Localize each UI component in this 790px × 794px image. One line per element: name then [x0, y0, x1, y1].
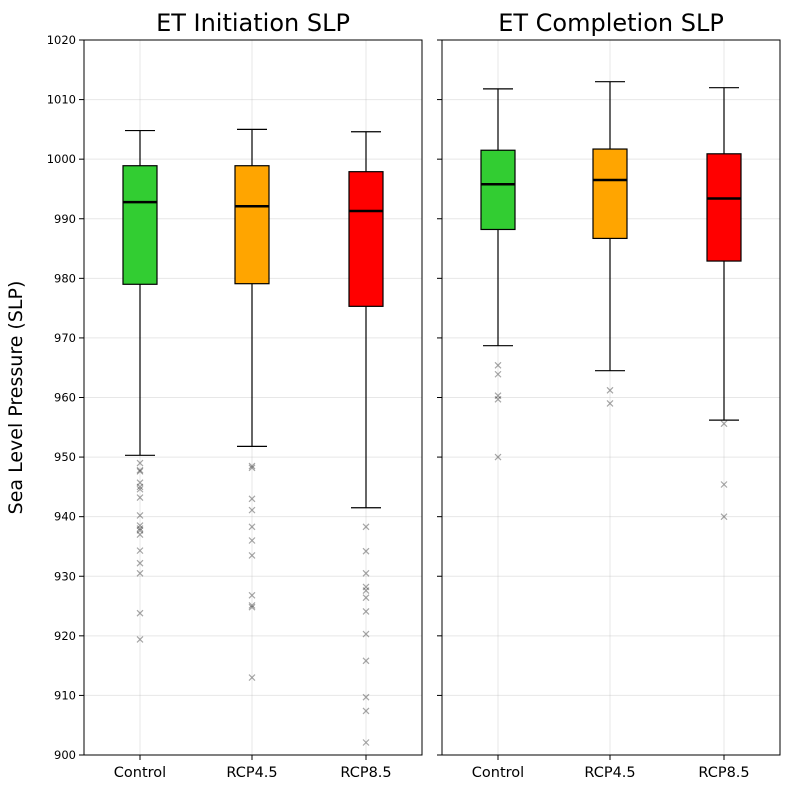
- panel-1-rcp85-flier: [362, 707, 370, 715]
- ytick-label: 990: [54, 212, 76, 226]
- panel-2-title: ET Completion SLP: [498, 9, 724, 37]
- panel-1-rcp45-flier: [248, 495, 256, 503]
- panel-1-control-flier: [136, 547, 144, 555]
- panel-1-rcp85-flier: [362, 739, 370, 746]
- panel-1-control-flier: [136, 483, 144, 491]
- panel-1-rcp85-flier: [362, 630, 370, 638]
- panel-1-xtick-label: RCP4.5: [226, 765, 277, 781]
- panel-2-control-flier: [494, 392, 502, 400]
- panel-1-rcp85-flier: [362, 547, 370, 555]
- panel-1-rcp85-flier: [362, 583, 370, 591]
- panel-1-rcp85-flier: [362, 523, 370, 531]
- panel-1-control-flier: [136, 467, 144, 475]
- panel-2-xtick-label: RCP8.5: [698, 765, 749, 781]
- panel-1-control-flier: [136, 531, 144, 538]
- panel-1-rcp45-flier: [248, 674, 256, 681]
- panel-1-rcp85-flier: [362, 693, 370, 701]
- ytick-label: 960: [54, 391, 76, 405]
- y-axis-label: Sea Level Pressure (SLP): [5, 281, 27, 515]
- panel-1-rcp45-flier: [248, 602, 256, 609]
- panel-1-rcp45-flier: [248, 506, 256, 514]
- panel-1-rcp85-flier: [362, 607, 370, 615]
- ytick-label: 1020: [47, 33, 76, 47]
- panel-1-control-flier: [136, 525, 144, 533]
- panel-1-control-flier: [136, 526, 144, 534]
- panel-2-rcp85-box: [706, 153, 742, 262]
- panel-1-control-flier: [136, 466, 144, 474]
- panel-2-control-flier: [494, 453, 502, 461]
- panel-2-xtick-label: RCP4.5: [584, 765, 635, 781]
- panel-1-rcp45-flier: [248, 551, 256, 559]
- panel-1-rcp45-flier: [248, 523, 256, 531]
- ytick-label: 1000: [47, 152, 76, 166]
- panel-2-xtick-label: Control: [472, 765, 524, 781]
- panel-1-rcp45-box: [234, 165, 270, 285]
- panel-1-control-flier: [136, 522, 144, 530]
- panel-2-rcp85-flier: [720, 481, 728, 488]
- panel-1-rcp85-flier: [362, 569, 370, 577]
- panel-1-rcp45-flier: [248, 591, 256, 599]
- panel-1-control-flier: [136, 459, 144, 467]
- panel-1-frame: [83, 39, 423, 756]
- panel-1-rcp85-flier: [362, 594, 370, 602]
- ytick-label: 950: [54, 450, 76, 464]
- panel-1-xtick-label: Control: [114, 765, 166, 781]
- panel-1-xtick-label: RCP8.5: [340, 765, 391, 781]
- panel-1-rcp45-flier: [248, 537, 256, 544]
- ytick-label: 930: [54, 569, 76, 583]
- panel-2-rcp45-flier: [606, 386, 614, 394]
- panel-1-control-flier: [136, 569, 144, 577]
- panel-1-control-flier: [136, 494, 144, 502]
- panel-1-control-box: [122, 165, 158, 285]
- panel-1-control-flier: [136, 512, 144, 519]
- panel-1-control-flier: [136, 635, 144, 643]
- ytick-label: 1010: [47, 93, 76, 107]
- panel-2-rcp85-flier: [720, 420, 728, 428]
- panel-1-rcp85-flier: [362, 657, 370, 665]
- panel-2-frame: [441, 39, 781, 756]
- panel-2-rcp45-box: [592, 148, 628, 240]
- panel-2-rcp85-flier: [720, 513, 728, 521]
- panel-1-control-flier: [136, 485, 144, 493]
- panel-1-rcp85-flier: [362, 587, 370, 594]
- panel-2-control-flier: [494, 395, 502, 403]
- ytick-label: 940: [54, 510, 76, 524]
- ytick-label: 900: [54, 748, 76, 762]
- panel-2-control-flier: [494, 370, 502, 378]
- panel-1-rcp45-flier: [248, 603, 256, 611]
- panel-1-control-flier: [136, 609, 144, 617]
- panel-1-rcp45-flier: [248, 464, 256, 472]
- panel-2-control-flier: [494, 361, 502, 369]
- panel-2-rcp45-flier: [606, 400, 614, 407]
- panel-1-rcp45-flier: [248, 462, 256, 470]
- panel-1-title: ET Initiation SLP: [156, 9, 350, 37]
- panel-2-control-box: [480, 149, 516, 231]
- panel-1-rcp85-box: [348, 171, 384, 307]
- ytick-label: 920: [54, 629, 76, 643]
- panel-1-control-flier: [136, 479, 144, 487]
- ytick-label: 970: [54, 331, 76, 345]
- ytick-label: 910: [54, 688, 76, 702]
- ytick-label: 980: [54, 271, 76, 285]
- panel-1-control-flier: [136, 559, 144, 567]
